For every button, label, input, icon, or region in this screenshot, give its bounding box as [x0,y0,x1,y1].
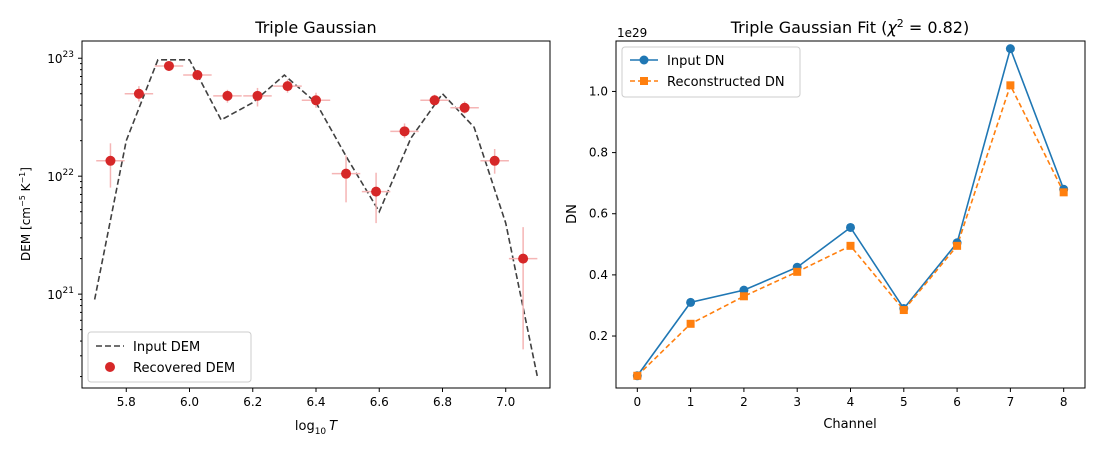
reconstructed-dn-point [1006,81,1015,90]
legend-recovered-dem-swatch [105,362,115,372]
recovered-dem-point [429,95,440,106]
dn-x-axis-label: Channel [823,417,876,432]
reconstructed-dn-point [686,319,695,328]
dem-x-tick-label: 5.8 [117,395,136,409]
dem-x-axis-label: log10 T [295,419,338,437]
legend-reconstructed-dn-label: Reconstructed DN [667,75,785,90]
recovered-dem-point [518,253,529,264]
dn-plot-area [632,44,1069,381]
legend-recovered-dem-label: Recovered DEM [133,361,235,376]
dn-x-tick-label: 6 [953,395,961,409]
dem-chart-title: Triple Gaussian [254,18,376,37]
dem-x-tick-label: 7.0 [496,395,515,409]
dem-y-axis-label: DEM [cm−5 K−1] [18,167,33,261]
dn-y-tick-label: 1.0 [589,84,608,98]
dn-x-tick-label: 5 [900,395,908,409]
reconstructed-dn-point [633,371,642,380]
dn-y-tick-label: 0.2 [589,329,608,343]
dem-x-tick-label: 6.2 [243,395,262,409]
recovered-dem-point [371,186,382,197]
dn-x-tick-label: 3 [793,395,801,409]
recovered-dem-point [399,126,410,137]
dem-legend-box [87,331,252,383]
recovered-dem-point [105,155,116,166]
dn-y-tick-label: 0.8 [589,146,608,160]
dn-y-tick-label: 0.4 [589,268,608,282]
recovered-dem-point [192,70,203,81]
input-dn-point [846,222,855,232]
dn-x-ticks: 0 1 2 3 4 5 6 7 8 [633,388,1068,409]
dem-y-tick-label: 1022 [47,168,74,184]
dn-y-ticks: 0.2 0.4 0.6 0.8 1.0 [589,84,616,343]
reconstructed-dn-point [1059,188,1068,197]
dn-x-tick-label: 0 [633,395,641,409]
recovered-dem-point [133,88,144,99]
dn-y-tick-label: 0.6 [589,207,608,221]
dn-x-tick-label: 2 [740,395,748,409]
input-dn-line [636,46,1065,377]
dn-x-tick-label: 8 [1060,395,1068,409]
input-dn-point [1005,44,1015,54]
dem-x-tick-label: 6.4 [306,395,325,409]
reconstructed-dn-point [899,306,908,315]
dem-plot-area [93,58,539,377]
recovered-dem-point [222,90,233,101]
reconstructed-dn-point [739,292,748,301]
recovered-dem-point [489,155,500,166]
dn-chart: Triple Gaussian Fit (χ2 = 0.82) 1e29 0 1 2… [565,17,1086,432]
dn-x-tick-label: 4 [847,395,855,409]
dem-y-tick-label: 1023 [47,50,74,66]
dem-x-tick-label: 6.0 [180,395,199,409]
dn-x-tick-label: 7 [1007,395,1015,409]
dem-x-ticks: 5.8 6.0 6.2 6.4 6.6 6.8 7.0 [117,388,515,409]
recovered-dem-point [163,60,174,71]
legend-input-dem-label: Input DEM [133,340,200,355]
legend-input-dn-label: Input DN [667,54,725,69]
recovered-dem-point [252,90,263,101]
reconstructed-dn-point [846,241,855,250]
dn-y-offset-label: 1e29 [617,26,647,40]
dem-chart: Triple Gaussian 5.8 6.0 6.2 6.4 6.6 6.8 7.0 10… [18,18,551,437]
dn-legend-box [621,46,801,98]
input-dn-point [686,297,696,307]
dn-y-axis-label: DN [565,204,580,224]
recovered-dem-point [311,95,321,106]
recovered-dem-point [459,102,470,113]
dem-x-tick-label: 6.8 [433,395,452,409]
dem-y-tick-label: 1021 [47,286,74,302]
dem-legend: Input DEM Recovered DEM [87,331,252,383]
dn-chart-title: Triple Gaussian Fit (χ2 = 0.82) [730,17,969,37]
recovered-dem-point [282,81,293,92]
dn-x-tick-label: 1 [687,395,695,409]
reconstructed-dn-point [953,241,962,250]
dem-x-tick-label: 6.6 [370,395,389,409]
legend-reconstructed-dn-swatch-marker [640,77,648,85]
dem-y-ticks: 1021 1022 1023 [47,50,82,378]
dn-legend: Input DN Reconstructed DN [621,46,801,98]
reconstructed-dn-point [793,267,802,276]
recovered-dem-point [341,168,352,179]
legend-input-dn-swatch-marker [639,55,649,65]
